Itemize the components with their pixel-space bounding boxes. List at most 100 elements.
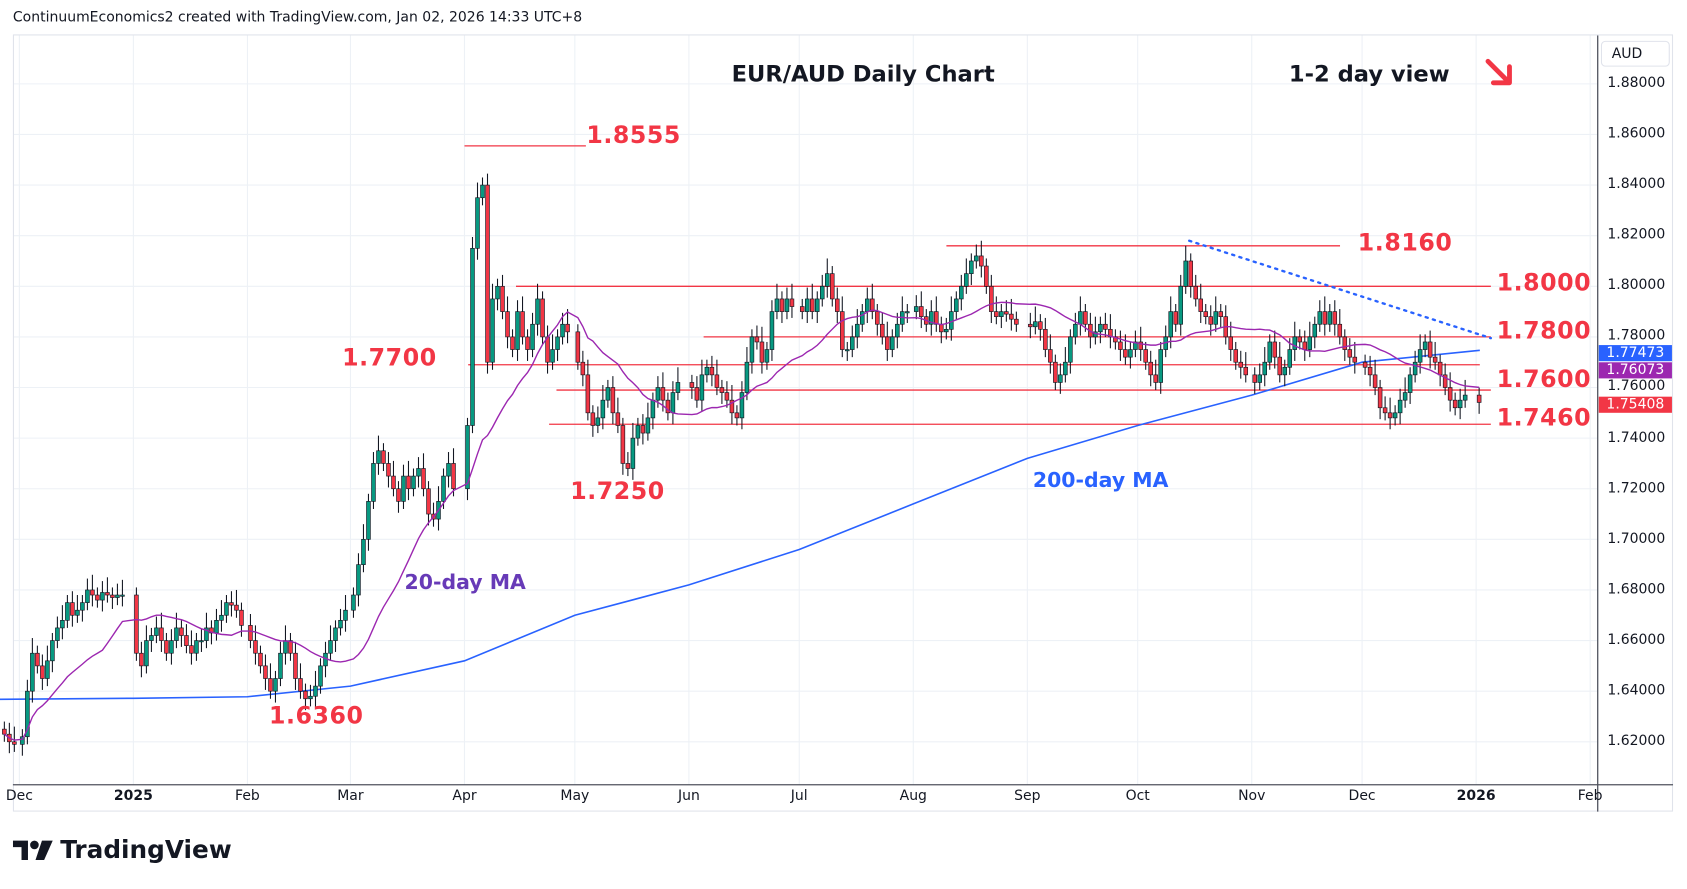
candle — [979, 255, 984, 267]
candle — [1183, 260, 1188, 287]
ma200-line — [0, 349, 1480, 701]
candle — [451, 463, 456, 490]
candle — [1367, 366, 1373, 376]
candle — [1083, 311, 1088, 325]
price-tick-label: 1.62000 — [1607, 733, 1666, 750]
chart-subtitle: 1-2 day view — [1288, 61, 1450, 88]
candle — [600, 399, 606, 419]
candle — [714, 374, 720, 388]
candle — [139, 652, 144, 667]
candle — [944, 328, 949, 333]
candle — [515, 311, 520, 350]
candle — [154, 627, 159, 636]
candle — [1427, 341, 1433, 358]
candle — [184, 635, 189, 646]
ma200-label: 200-day MA — [1032, 468, 1169, 493]
candle — [1476, 394, 1482, 403]
candle — [769, 311, 775, 350]
candle — [411, 475, 416, 490]
attribution: ContinuumEconomics2 created with Trading… — [12, 9, 583, 26]
candle — [416, 468, 421, 477]
candle — [810, 298, 815, 312]
candle — [65, 602, 70, 621]
candle — [313, 685, 318, 697]
candle — [555, 336, 560, 350]
candle — [1422, 341, 1428, 350]
candle — [749, 336, 755, 363]
candle — [1158, 349, 1163, 383]
candle — [1014, 318, 1019, 325]
price-tick-label: 1.82000 — [1607, 227, 1666, 244]
ma20-label: 20-day MA — [404, 570, 526, 595]
candle — [214, 620, 219, 634]
candle — [1063, 361, 1068, 376]
candle — [530, 323, 535, 350]
candle — [1262, 361, 1268, 376]
price-tick-label: 1.68000 — [1607, 581, 1666, 598]
currency-button[interactable]: AUD — [1600, 40, 1670, 67]
candle — [739, 392, 745, 419]
candle — [709, 366, 715, 376]
price-tick-label: 1.86000 — [1607, 125, 1666, 142]
candle — [164, 640, 169, 654]
time-tick-label: Sep — [1014, 787, 1041, 805]
candle — [789, 298, 795, 307]
candle — [625, 463, 631, 469]
candle — [90, 589, 95, 596]
candle — [949, 311, 954, 330]
candle — [253, 640, 258, 654]
candle — [1228, 336, 1234, 350]
time-tick-label: Apr — [452, 787, 477, 805]
candle — [919, 306, 924, 317]
time-tick-label: Oct — [1125, 787, 1150, 805]
candle — [694, 387, 700, 401]
candle — [263, 665, 268, 679]
candle — [885, 336, 890, 350]
candle — [580, 361, 586, 376]
candle — [1098, 323, 1103, 333]
candle — [426, 488, 431, 515]
candle — [759, 341, 765, 363]
candle — [406, 475, 411, 490]
candle — [630, 437, 636, 469]
candle — [144, 640, 149, 667]
price-tick-label: 1.72000 — [1607, 480, 1666, 497]
price-tick-label: 1.64000 — [1607, 682, 1666, 699]
ma200-value-tag: 1.77473 — [1598, 345, 1672, 362]
candle — [1432, 356, 1438, 363]
tradingview-logo[interactable]: TradingView — [12, 836, 232, 864]
candle — [2, 728, 7, 735]
candle — [1462, 394, 1468, 401]
candle — [1148, 361, 1153, 376]
candle — [1372, 374, 1378, 388]
candle — [239, 609, 244, 626]
candle — [1188, 260, 1193, 287]
candle — [1123, 349, 1128, 358]
candle — [835, 298, 840, 312]
candle — [954, 298, 959, 312]
candle — [396, 488, 401, 502]
candle — [209, 627, 214, 634]
candle — [1322, 311, 1328, 325]
candle — [655, 387, 661, 401]
candle — [248, 625, 253, 641]
candle — [704, 366, 710, 376]
candle — [149, 635, 154, 641]
candle — [480, 184, 485, 199]
candle — [605, 387, 611, 401]
candle — [1417, 349, 1423, 363]
time-tick-label: Nov — [1238, 787, 1266, 805]
time-tick-label: Dec — [1348, 787, 1376, 805]
candle — [194, 640, 199, 654]
candle — [1138, 341, 1143, 350]
candle — [890, 336, 895, 350]
candle — [565, 323, 570, 333]
candle — [1302, 341, 1308, 350]
candle — [959, 285, 964, 300]
candle — [328, 640, 333, 654]
candle — [989, 285, 994, 312]
candle — [1193, 285, 1198, 300]
candle — [366, 501, 371, 540]
